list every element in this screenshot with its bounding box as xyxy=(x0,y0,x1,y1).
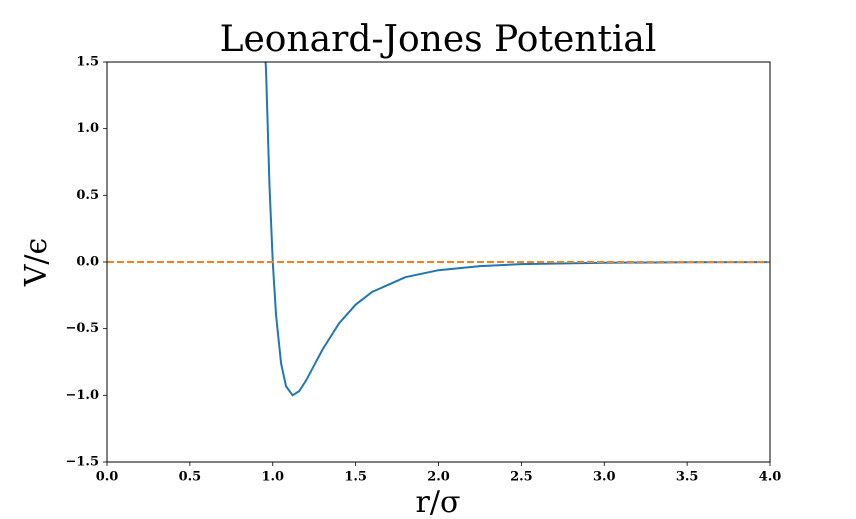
x-tick-label: 1.5 xyxy=(344,470,367,485)
x-tick-label: 2.5 xyxy=(510,470,533,485)
y-tick-label: 1.5 xyxy=(76,55,99,70)
x-tick-label: 0.0 xyxy=(96,470,119,485)
y-tick-label: −0.5 xyxy=(65,321,99,336)
chart-title: Leonard-Jones Potential xyxy=(220,19,657,60)
y-tick-label: 0.5 xyxy=(76,188,99,203)
plot-area xyxy=(107,62,770,397)
x-tick-label: 0.5 xyxy=(179,470,202,485)
x-axis-label: r/σ xyxy=(416,485,461,519)
plot-frame xyxy=(106,61,771,463)
y-axis-label: V/ϵ xyxy=(19,238,54,288)
x-tick-label: 3.5 xyxy=(676,470,699,485)
y-tick-label: 1.0 xyxy=(76,121,99,136)
y-tick-label: −1.5 xyxy=(65,455,99,470)
x-tick-label: 2.0 xyxy=(427,470,450,485)
x-tick-label: 4.0 xyxy=(759,470,782,485)
y-tick-label: 0.0 xyxy=(76,255,99,270)
series-line xyxy=(264,62,770,397)
y-tick-label: −1.0 xyxy=(65,388,99,403)
x-tick-label: 1.0 xyxy=(261,470,284,485)
x-tick-label: 3.0 xyxy=(593,470,616,485)
